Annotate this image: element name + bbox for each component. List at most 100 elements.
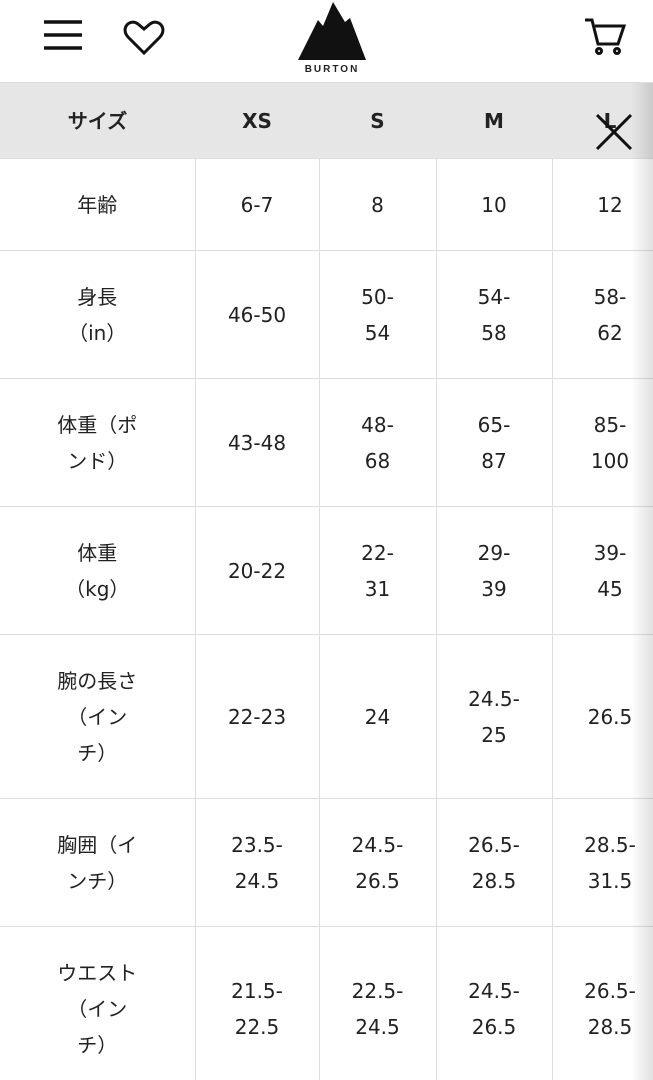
size-cell: 22- 31	[318, 506, 437, 635]
row-label: ウエスト （イン チ）	[0, 926, 196, 1080]
size-cell: 22.5- 24.5	[318, 926, 437, 1080]
cell-text: チ）	[77, 740, 118, 765]
cell-text: 24.5	[234, 868, 280, 893]
table-row: 体重 （kg） 20-22 22- 31 29- 39 39- 45	[0, 506, 653, 635]
cell-text: 54	[364, 320, 391, 345]
row-label: 腕の長さ （インチ）	[0, 634, 196, 799]
cell-text: （イン	[67, 996, 128, 1021]
cell-text: 体重	[77, 540, 118, 565]
row-label: 体重（ポンド）	[0, 378, 196, 507]
cell-text: 31	[364, 576, 391, 601]
cell-text: 85-	[593, 412, 627, 437]
cell-text: 43-48	[227, 430, 287, 455]
cell-text: 87	[481, 448, 507, 473]
size-cell: 48- 68	[318, 378, 437, 507]
nav-bar: BURTON	[0, 0, 653, 83]
cell-text: 45	[597, 576, 623, 601]
column-header: XS	[195, 83, 319, 159]
size-cell: 28.5- 31.5	[551, 798, 653, 927]
row-label: 体重 （kg）	[0, 506, 196, 635]
cell-text: 6-7	[240, 192, 274, 217]
row-label: 胸囲（インチ）	[0, 798, 196, 927]
cell-text: 48-	[361, 412, 394, 437]
cell-text: 50-	[361, 284, 394, 309]
cell-text: ンチ）	[67, 868, 128, 893]
cell-text: 68	[364, 448, 391, 473]
size-cell: 22-23	[194, 634, 320, 799]
cell-text: 26.5-	[468, 832, 520, 857]
size-cell: 12	[551, 158, 653, 251]
table-row: 胸囲（イ ンチ） 23.5- 24.5 24.5- 26.5 26.5- 28.5 28.5- 3…	[0, 798, 653, 927]
cell-text: 100	[590, 448, 630, 473]
cell-text: 29-	[477, 540, 511, 565]
cell-text: 腕の長さ	[57, 668, 138, 693]
size-cell: 54- 58	[435, 250, 553, 379]
table-row: 年齢 6-7 8 10 12	[0, 158, 653, 251]
cell-text: ンド）	[67, 448, 128, 473]
size-cell: 20-22	[194, 506, 320, 635]
cell-text: 胸囲（イ	[57, 832, 138, 857]
cell-text: 26.5-	[584, 978, 636, 1003]
cell-text: 22.5	[234, 1014, 280, 1039]
cell-text: 28.5	[471, 868, 517, 893]
size-cell: 26.5- 28.5	[435, 798, 553, 927]
cell-text: 26.5	[355, 868, 400, 893]
cell-text: 65-	[477, 412, 511, 437]
cell-text: 24	[364, 704, 391, 729]
cell-text: 体重（ポ	[57, 412, 138, 437]
cart-button[interactable]	[585, 18, 627, 55]
size-table: サイズ XS S M L 年齢 6-7 8 10 12 身長 （in） 46-50 50- 54 54- 58…	[0, 83, 653, 1080]
wishlist-button[interactable]	[123, 20, 165, 56]
header-row: サイズ XS S M L	[0, 83, 653, 159]
cell-text: 年齢	[77, 192, 118, 217]
cell-text: （in）	[68, 320, 127, 345]
cell-text: 24.5-	[468, 978, 520, 1003]
column-header: S	[319, 83, 436, 159]
cell-text: 31.5	[587, 868, 633, 893]
cell-text: 12	[597, 192, 623, 217]
column-header: M	[436, 83, 552, 159]
cell-text: 28.5-	[584, 832, 636, 857]
table-row: 腕の長さ （インチ） 22-23 24 24.5- 25 26.5	[0, 634, 653, 799]
row-label: 身長 （in）	[0, 250, 196, 379]
logo-text[interactable]: BURTON	[304, 64, 360, 75]
cell-text: 24.5-	[468, 686, 520, 711]
size-cell: 24.5- 25	[435, 634, 553, 799]
size-cell: 23.5- 24.5	[194, 798, 320, 927]
cell-text: （kg）	[65, 576, 130, 601]
size-cell: 21.5- 22.5	[194, 926, 320, 1080]
cell-text: 54-	[477, 284, 511, 309]
size-cell: 24	[318, 634, 437, 799]
table-row: 身長 （in） 46-50 50- 54 54- 58 58- 62	[0, 250, 653, 379]
cell-text: 46-50	[227, 302, 287, 327]
size-cell: 6-7	[194, 158, 320, 251]
cell-text: 身長	[77, 284, 118, 309]
size-cell: 46-50	[194, 250, 320, 379]
logo-mark[interactable]	[298, 2, 366, 60]
cell-text: 22-	[361, 540, 394, 565]
cell-text: 26.5	[471, 1014, 517, 1039]
size-cell: 29- 39	[435, 506, 553, 635]
size-cell: 43-48	[194, 378, 320, 507]
close-button[interactable]	[594, 112, 634, 152]
size-cell: 50- 54	[318, 250, 437, 379]
cell-text: （イン	[67, 704, 128, 729]
menu-button[interactable]	[44, 20, 82, 50]
cell-text: 39-	[593, 540, 627, 565]
cell-text: 22-23	[227, 704, 287, 729]
row-label: 年齢	[0, 158, 196, 251]
cell-text: 21.5-	[231, 978, 283, 1003]
cell-text: 58	[481, 320, 507, 345]
nav-icons	[44, 2, 627, 60]
size-cell: 26.5	[551, 634, 653, 799]
table-row: 体重（ポ ンド） 43-48 48- 68 65- 87 85- 100	[0, 378, 653, 507]
cell-text: 10	[481, 192, 507, 217]
cell-text: 20-22	[227, 558, 287, 583]
table-row: ウエスト （イン チ） 21.5- 22.5 22.5- 24.5 24.5- 26.5 26.5…	[0, 926, 653, 1080]
size-cell: 24.5- 26.5	[435, 926, 553, 1080]
size-cell: 39- 45	[551, 506, 653, 635]
size-cell: 24.5- 26.5	[318, 798, 437, 927]
size-cell: 85- 100	[551, 378, 653, 507]
cell-text: 24.5-	[351, 832, 404, 857]
